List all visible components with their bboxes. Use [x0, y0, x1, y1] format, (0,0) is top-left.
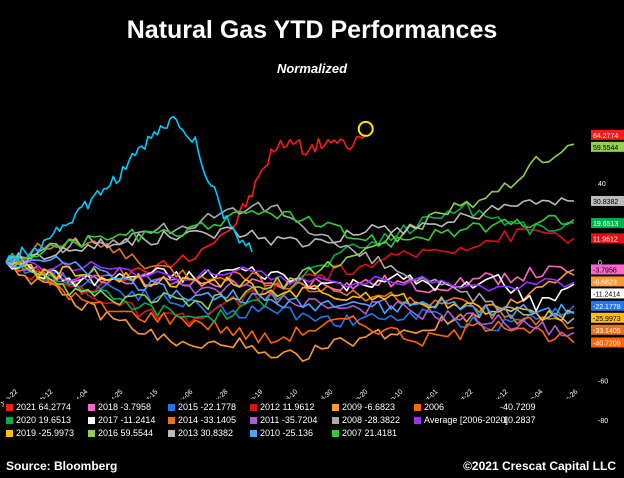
value-label: 11.9612	[593, 236, 618, 243]
legend-entry: Average [2006-2020]	[424, 415, 508, 425]
legend-swatch	[168, 404, 175, 411]
legend-entry: 2018 -3.7958	[98, 402, 151, 412]
value-label: 59.5544	[593, 145, 618, 152]
value-label: 30.8382	[593, 199, 618, 206]
series-line-2019	[5, 261, 575, 322]
value-label-box	[591, 276, 624, 287]
legend-entry: -40.7209	[500, 402, 536, 412]
value-label-box	[591, 324, 624, 335]
series-line-2009	[5, 261, 575, 362]
legend-swatch	[6, 430, 13, 437]
legend-entry: 2011 -35.7204	[260, 415, 317, 425]
legend-entry: 2016 59.5544	[98, 428, 153, 438]
series-line-2011	[5, 257, 575, 337]
legend-swatch	[332, 404, 339, 411]
value-label-box	[591, 300, 624, 311]
value-label-box	[591, 195, 624, 206]
y-tick-label: -60	[598, 379, 608, 386]
legend-swatch	[88, 430, 95, 437]
legend-swatch	[168, 417, 175, 424]
series-line-2020	[5, 201, 575, 323]
value-label-box	[591, 141, 624, 152]
legend-entry: 2017 -11.2414	[98, 415, 155, 425]
value-label: -6.6823	[593, 279, 617, 286]
legend-swatch	[414, 417, 421, 424]
series-line-2006	[5, 261, 575, 347]
legend-entry: 2013 30.8382	[178, 428, 233, 438]
chart-title: Natural Gas YTD Performances	[126, 16, 498, 44]
legend-entry: 2014 -33.1405	[178, 415, 236, 425]
legend-entry: 2021 64.2774	[16, 402, 71, 412]
value-label: -25.9973	[593, 316, 621, 323]
value-label-box	[591, 288, 624, 299]
value-label-box	[591, 129, 624, 140]
legend-swatch	[250, 417, 257, 424]
series-line-2007	[5, 210, 575, 265]
value-label-box	[591, 233, 624, 244]
value-label: 64.2774	[593, 133, 618, 140]
legend-entry: 2008 -28.3822	[342, 415, 400, 425]
y-tick-label: -80	[598, 418, 608, 425]
legend-swatch	[88, 417, 95, 424]
y-tick-label: 40	[598, 181, 606, 188]
value-label-box	[591, 218, 624, 229]
value-label-box	[591, 264, 624, 275]
legend-entry: 2012 11.9612	[260, 402, 314, 412]
source-note: Source: Bloomberg	[6, 459, 118, 473]
value-label-box	[591, 337, 624, 348]
legend-swatch	[332, 430, 339, 437]
legend-swatch	[250, 430, 257, 437]
legend-swatch	[332, 417, 339, 424]
series-line-2008	[5, 201, 575, 325]
series-line-2016	[5, 143, 575, 311]
value-label: -33.1405	[593, 328, 621, 335]
series-line-2014	[5, 238, 575, 330]
legend-swatch	[6, 417, 13, 424]
legend-swatch	[6, 404, 13, 411]
legend-entry: 2015 -22.1778	[178, 402, 236, 412]
value-label-box	[591, 312, 624, 323]
series-line-2010	[5, 255, 575, 320]
legend-entry: 2019 -25.9973	[16, 428, 74, 438]
legend-entry: 2006	[424, 402, 444, 412]
legend-swatch	[414, 404, 421, 411]
value-label: -40.7209	[593, 340, 621, 347]
legend-background	[4, 399, 582, 443]
series-line-2021-highlight	[5, 115, 253, 264]
chart-subtitle: Normalized	[276, 61, 348, 76]
series-line-2017	[5, 261, 575, 312]
legend-swatch	[88, 404, 95, 411]
legend-swatch	[250, 404, 257, 411]
legend-entry: 2020 19.6513	[16, 415, 71, 425]
legend-entry: 2007 21.4181	[342, 428, 397, 438]
y-tick-label: 0	[598, 260, 602, 267]
legend-entry: -10.2837	[500, 415, 536, 425]
series-line-2013	[5, 197, 575, 266]
legend-entry: 2009 -6.6823	[342, 402, 395, 412]
value-label: -11.2414	[593, 291, 620, 298]
copyright-note: ©2021 Crescat Capital LLC	[463, 459, 616, 473]
value-label: 19.6513	[593, 221, 618, 228]
legend-entry: 2010 -25.136	[260, 428, 313, 438]
value-label: -3.7958	[593, 267, 617, 274]
legend-swatch	[168, 430, 175, 437]
latest-point-marker	[357, 120, 374, 137]
series-line-average-2006-2020-	[5, 259, 575, 292]
value-label: -22.1778	[593, 304, 621, 311]
